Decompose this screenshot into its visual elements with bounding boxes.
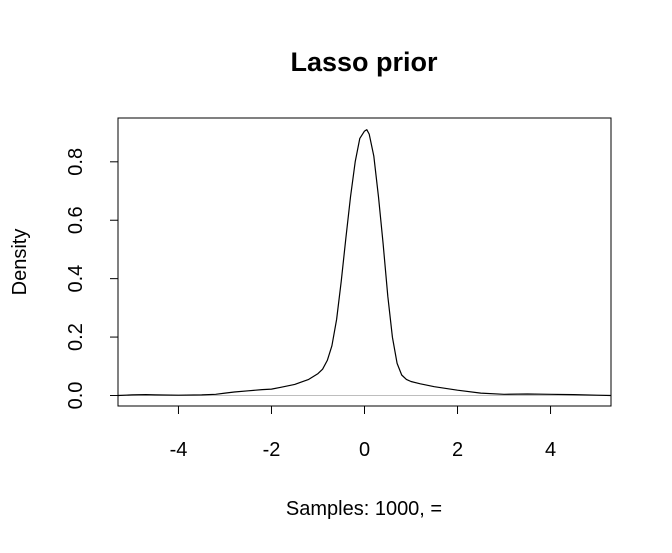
x-tick-label: -4 — [170, 439, 188, 461]
chart-title: Lasso prior — [290, 47, 438, 77]
x-tick-label: -2 — [263, 439, 281, 461]
y-tick-label: 0.6 — [65, 206, 87, 234]
density-line-0 — [117, 129, 612, 397]
y-tick-label: 0.4 — [65, 265, 87, 293]
plot-frame — [117, 117, 612, 407]
x-tick-label: 0 — [359, 439, 370, 461]
x-tick-label: 4 — [545, 439, 556, 461]
series-layer — [117, 129, 612, 397]
y-axis: 0.0 0.2 0.4 0.6 0.8 — [65, 148, 119, 410]
x-tick-label: 2 — [452, 439, 463, 461]
y-tick-label: 0.0 — [65, 382, 87, 410]
x-axis: -4 -2 0 2 4 — [170, 405, 556, 461]
y-tick-label: 0.2 — [65, 323, 87, 351]
y-axis-label: Density — [9, 229, 31, 296]
y-tick-label: 0.8 — [65, 148, 87, 176]
x-axis-label: Samples: 1000, = — [286, 498, 442, 520]
